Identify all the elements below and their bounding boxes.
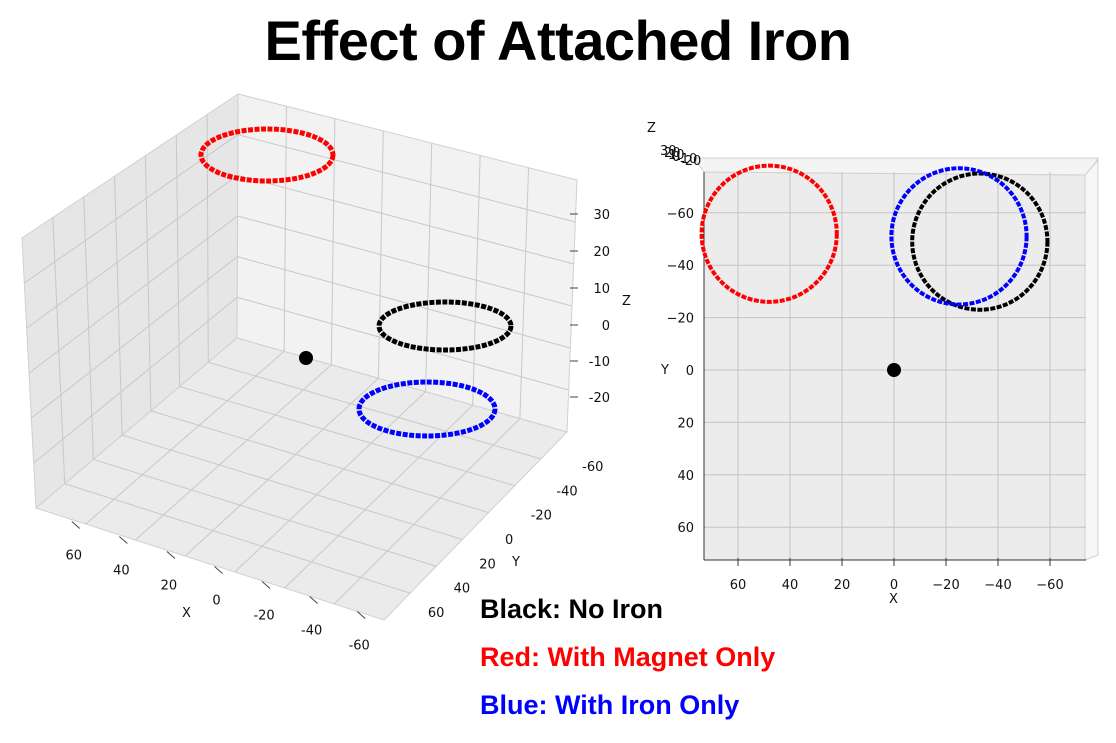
z-axis-label: Z — [622, 294, 631, 309]
legend-blue: Blue: With Iron Only — [480, 690, 740, 720]
x-tick-label: -20 — [253, 609, 274, 624]
x-tick-label: -40 — [301, 624, 322, 639]
z-tick-label: 30 — [593, 208, 610, 223]
y-tick-label: 40 — [677, 469, 694, 484]
z-tick-label: 30 — [660, 144, 677, 159]
z-tick-label: -20 — [589, 391, 610, 406]
x-axis-label: X — [182, 606, 191, 621]
legend-black: Black: No Iron — [480, 594, 664, 624]
ring-series — [376, 299, 514, 353]
z-tick-label: 0 — [672, 150, 680, 165]
z-tick-label: 20 — [664, 146, 681, 161]
x-tick-label: −60 — [1036, 578, 1063, 593]
y-tick-label: 60 — [677, 521, 694, 536]
y-tick-label: -40 — [556, 484, 577, 499]
circle-series — [699, 163, 839, 304]
y-tick-label: -60 — [582, 460, 603, 475]
x-tick-label: 40 — [113, 564, 130, 579]
z-axis-label: Z — [647, 121, 656, 136]
x-tick-label: −20 — [932, 578, 959, 593]
z-tick-label: 10 — [668, 148, 685, 163]
x-tick-label: 0 — [890, 578, 898, 593]
x-tick-label: 60 — [730, 578, 747, 593]
y-axis-label: Y — [660, 363, 669, 378]
y-tick-label: −40 — [667, 259, 694, 274]
x-tick-label: −40 — [984, 578, 1011, 593]
ring-series — [356, 379, 498, 439]
y-tick-label: 20 — [677, 416, 694, 431]
circle-series — [889, 166, 1029, 307]
y-tick-label: 0 — [505, 533, 513, 548]
chart-3d-view: 60 40 20 0 -20 -40 -60 -60 -40 -20 0 20 40 60 30 20 10 0 -… — [21, 93, 631, 654]
z-tick-label: 20 — [593, 245, 610, 260]
z-tick-label: -10 — [676, 152, 697, 167]
x-tick-label: 40 — [782, 578, 799, 593]
y-axis-label: Y — [511, 555, 520, 570]
chart-title: Effect of Attached Iron — [264, 9, 852, 72]
x-axis-label: X — [889, 592, 898, 607]
x-tick-label: 20 — [161, 579, 178, 594]
x-tick-label: 60 — [66, 549, 83, 564]
chart-top-view: 60 40 20 0 −20 −40 −60−60−40−2002040603020100-… — [647, 121, 1099, 607]
z-tick-label: -10 — [589, 355, 610, 370]
y-tick-label: -20 — [531, 509, 552, 524]
z-tick-label: 0 — [602, 319, 610, 334]
x-tick-label: 20 — [834, 578, 851, 593]
y-tick-label: −60 — [667, 207, 694, 222]
z-tick-label: -20 — [680, 154, 701, 169]
y-tick-label: −20 — [667, 312, 694, 327]
y-tick-label: 40 — [454, 582, 471, 597]
x-tick-label: -60 — [349, 639, 370, 654]
origin-point — [299, 351, 313, 365]
y-tick-label: 20 — [479, 557, 496, 572]
x-tick-label: 0 — [212, 594, 220, 609]
y-tick-label: 60 — [428, 606, 445, 621]
y-tick-label: 0 — [686, 364, 694, 379]
ring-series — [198, 126, 336, 184]
origin-point — [887, 363, 901, 377]
z-tick-label: 10 — [593, 282, 610, 297]
legend-red: Red: With Magnet Only — [480, 642, 776, 672]
